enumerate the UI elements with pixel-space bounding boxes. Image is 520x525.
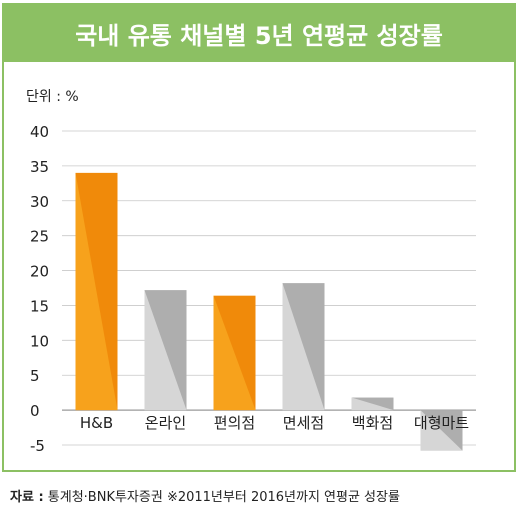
bar-highlight: [144, 290, 187, 411]
unit-label: 단위 : %: [26, 89, 79, 105]
y-tick-label: 35: [30, 158, 49, 176]
y-tick-label: 5: [30, 367, 40, 385]
category-label: H&B: [80, 414, 113, 432]
y-tick-label: 0: [30, 402, 40, 420]
category-label: 대형마트: [414, 414, 469, 432]
category-label: 온라인: [145, 414, 186, 432]
source-note: 자료 : 통계청·BNK투자증권 ※2011년부터 2016년까지 연평균 성장…: [10, 486, 400, 505]
y-tick-label: 20: [30, 263, 49, 281]
bar: [282, 283, 325, 411]
bar: [75, 172, 118, 411]
category-label: 면세점: [283, 414, 324, 432]
bar: [351, 397, 394, 411]
source-text: 통계청·BNK투자증권 ※2011년부터 2016년까지 연평균 성장률: [47, 490, 400, 505]
source-label: 자료 :: [10, 490, 44, 505]
bar-highlight: [420, 410, 463, 451]
bar: [420, 410, 463, 451]
bar-highlight: [282, 283, 325, 411]
y-tick-label: 15: [30, 297, 49, 315]
title-bar: 국내 유통 채널별 5년 연평균 성장률: [4, 5, 514, 62]
bar-highlight: [213, 295, 256, 411]
y-tick-label: 25: [30, 228, 49, 246]
y-tick-label: 40: [30, 123, 49, 141]
bar: [144, 290, 187, 411]
bar: [213, 295, 256, 411]
y-tick-label: 30: [30, 193, 49, 211]
category-label: 백화점: [352, 414, 393, 432]
category-label: 편의점: [214, 414, 255, 432]
y-tick-label: -5: [30, 437, 45, 455]
bar-highlight: [351, 397, 394, 411]
y-tick-label: 10: [30, 332, 49, 350]
bar-highlight: [75, 172, 118, 411]
chart-title: 국내 유통 채널별 5년 연평균 성장률: [75, 22, 443, 50]
